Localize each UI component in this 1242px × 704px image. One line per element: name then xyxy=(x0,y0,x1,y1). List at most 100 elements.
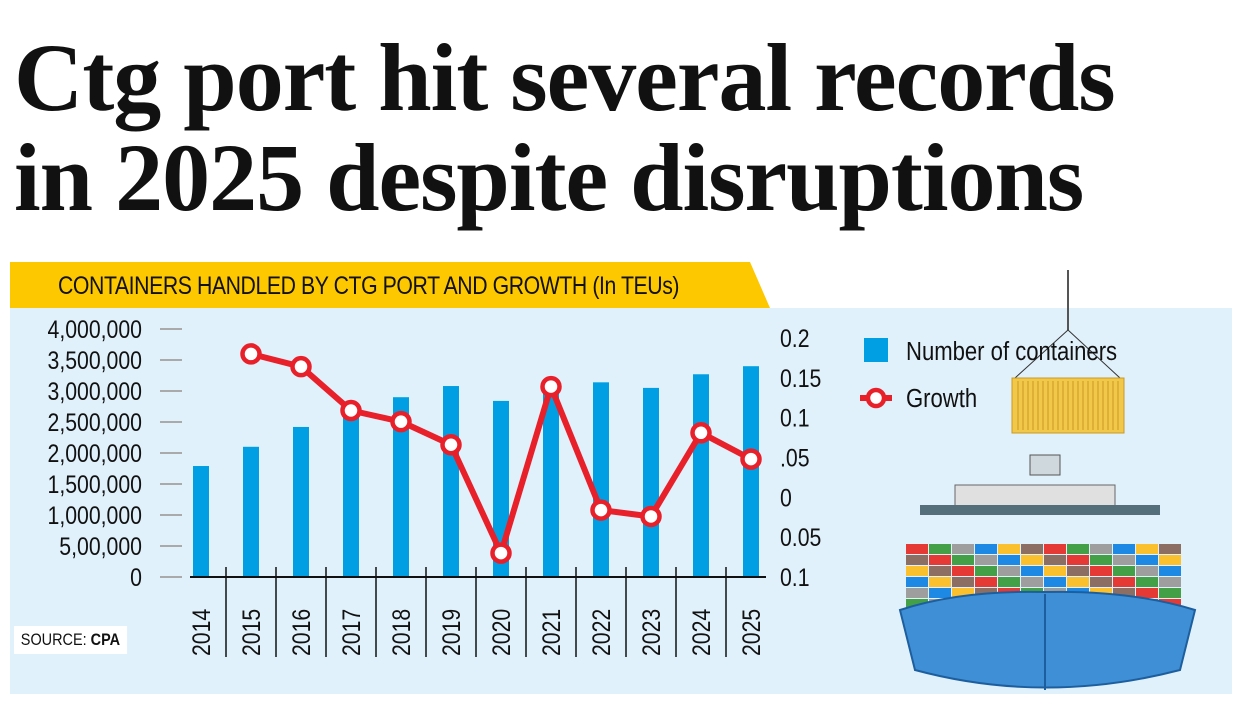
cargo-container xyxy=(1136,588,1158,598)
cargo-container xyxy=(1067,544,1089,554)
cargo-container xyxy=(1113,555,1135,565)
growth-point-2016 xyxy=(290,355,312,378)
growth-point-2024 xyxy=(690,422,712,444)
growth-point-2025 xyxy=(740,448,762,470)
right-tick-label: 0.1 xyxy=(780,563,810,591)
cargo-container xyxy=(906,577,928,587)
source-label: SOURCE: xyxy=(20,630,87,649)
cargo-container xyxy=(1113,588,1135,598)
cargo-container xyxy=(1113,566,1135,576)
cargo-container xyxy=(952,566,974,576)
cargo-container xyxy=(1113,577,1135,587)
cargo-container xyxy=(952,544,974,554)
cargo-container xyxy=(906,588,928,598)
x-tick-label: 2023 xyxy=(637,609,665,656)
cargo-container xyxy=(952,588,974,598)
cargo-container xyxy=(1021,555,1043,565)
left-tick-label: 3,500,000 xyxy=(48,346,142,374)
cargo-container xyxy=(1159,555,1181,565)
x-tick-label: 2021 xyxy=(537,609,565,656)
bar-2025 xyxy=(743,366,759,577)
growth-point-2017 xyxy=(340,399,362,422)
growth-point-2022 xyxy=(590,499,612,521)
cargo-container xyxy=(906,544,928,554)
cargo-container xyxy=(1044,544,1066,554)
cargo-container xyxy=(998,577,1020,587)
x-tick-label: 2016 xyxy=(287,609,315,656)
source-note: SOURCE: CPA xyxy=(14,626,127,654)
chart-title-banner: CONTAINERS HANDLED BY CTG PORT AND GROWT… xyxy=(10,262,770,308)
growth-point-2021 xyxy=(540,375,562,398)
bar-2017 xyxy=(343,415,359,577)
cargo-container xyxy=(1090,544,1112,554)
left-tick-label: 2,000,000 xyxy=(48,439,142,467)
cargo-container xyxy=(1090,555,1112,565)
bar-2024 xyxy=(693,374,709,577)
cargo-container xyxy=(975,577,997,587)
cargo-container xyxy=(1136,544,1158,554)
right-tick-label: 0.2 xyxy=(780,324,810,352)
cargo-container xyxy=(1067,555,1089,565)
cargo-container xyxy=(1159,566,1181,576)
bar-2023 xyxy=(643,387,659,577)
chart-unit: (In TEUs) xyxy=(592,272,680,300)
cargo-container xyxy=(1136,577,1158,587)
cargo-container xyxy=(1159,588,1181,598)
cargo-container xyxy=(1136,566,1158,576)
x-tick-label: 2022 xyxy=(587,609,615,656)
x-tick-label: 2015 xyxy=(237,609,265,656)
cargo-container xyxy=(1159,544,1181,554)
cargo-container xyxy=(1044,577,1066,587)
growth-point-2023 xyxy=(640,505,662,528)
cargo-container xyxy=(1090,577,1112,587)
bar-2018 xyxy=(393,397,409,577)
cargo-container xyxy=(998,566,1020,576)
cargo-container xyxy=(1159,577,1181,587)
bar-2019 xyxy=(443,386,459,577)
right-tick-label: 0.15 xyxy=(780,364,821,392)
cargo-container xyxy=(1067,577,1089,587)
ship-illustration xyxy=(898,270,1197,690)
x-tick-label: 2017 xyxy=(337,609,365,656)
x-tick-label: 2024 xyxy=(687,609,715,656)
cargo-container xyxy=(1021,566,1043,576)
left-tick-label: 1,500,000 xyxy=(48,470,142,498)
legend-swatch-growth-marker xyxy=(865,387,887,409)
bar-2016 xyxy=(293,426,309,577)
cargo-container xyxy=(1044,566,1066,576)
cargo-container xyxy=(975,544,997,554)
x-tick-label: 2014 xyxy=(187,609,215,656)
cargo-container xyxy=(998,544,1020,554)
left-tick-label: 2,500,000 xyxy=(48,408,142,436)
headline-line-2: in 2025 despite disruptions xyxy=(14,124,1084,231)
legend-label-growth: Growth xyxy=(906,384,977,413)
chart-title: CONTAINERS HANDLED BY CTG PORT AND GROWT… xyxy=(58,272,587,300)
legend-swatch-containers xyxy=(864,338,888,362)
growth-point-2015 xyxy=(240,343,262,365)
growth-point-2020 xyxy=(490,542,512,564)
cargo-container xyxy=(1113,544,1135,554)
cargo-container xyxy=(975,566,997,576)
cargo-container xyxy=(929,577,951,587)
bar-2014 xyxy=(193,466,209,577)
cargo-container xyxy=(929,566,951,576)
x-tick-label: 2020 xyxy=(487,609,515,656)
headline-line-1: Ctg port hit several records xyxy=(14,24,1116,131)
left-tick-label: 5,00,000 xyxy=(59,532,142,560)
cargo-container xyxy=(952,577,974,587)
left-tick-label: 3,000,000 xyxy=(48,377,142,405)
cargo-container xyxy=(1067,566,1089,576)
cargo-container xyxy=(906,555,928,565)
x-tick-label: 2019 xyxy=(437,609,465,656)
x-tick-label: 2018 xyxy=(387,609,415,656)
cargo-container xyxy=(906,566,928,576)
bar-2021 xyxy=(543,384,559,577)
right-tick-label: .05 xyxy=(780,444,810,472)
cargo-container xyxy=(929,555,951,565)
left-tick-label: 0 xyxy=(130,563,142,591)
bar-2015 xyxy=(243,446,259,577)
cargo-container xyxy=(952,555,974,565)
cargo-container xyxy=(998,555,1020,565)
cargo-container xyxy=(1044,555,1066,565)
